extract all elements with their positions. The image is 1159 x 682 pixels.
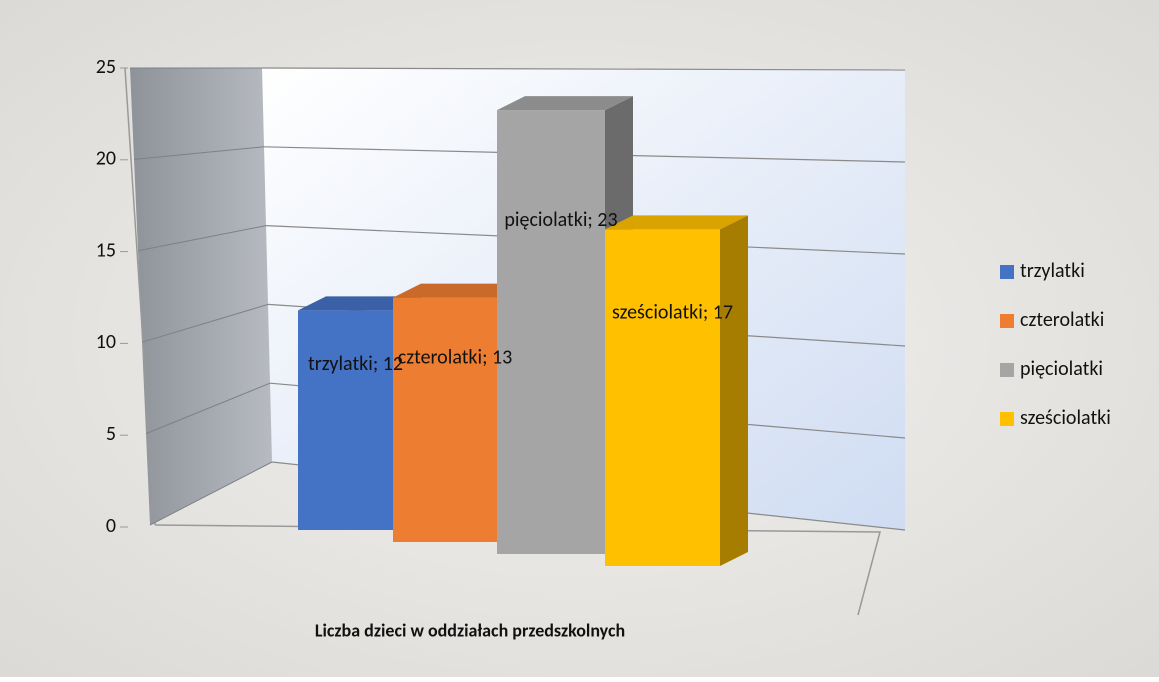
bar-side: [720, 215, 748, 566]
y-tick-label: 15: [96, 238, 116, 262]
bar: [393, 297, 497, 542]
legend-label: sześciolatki: [1020, 406, 1111, 430]
legend-label: czterolatki: [1020, 308, 1104, 332]
grid-line: [149, 461, 273, 526]
grid-line: [145, 382, 271, 435]
bar-top: [605, 215, 748, 230]
y-tick-label: 0: [106, 514, 116, 538]
y-tick-label: 10: [96, 330, 116, 354]
data-label: trzylatki; 12: [308, 352, 403, 376]
grid-line: [137, 225, 267, 252]
legend-swatch: [1000, 265, 1014, 279]
bar: [605, 229, 720, 566]
category-label: Liczba dzieci w oddziałach przedszkolnyc…: [315, 619, 625, 641]
legend-swatch: [1000, 314, 1014, 328]
legend-label: trzylatki: [1020, 259, 1085, 283]
bar-top: [298, 296, 421, 311]
data-label: pięciolatki; 23: [504, 208, 617, 232]
legend-label: pięciolatki: [1020, 357, 1103, 381]
y-tick-label: 20: [96, 147, 116, 171]
legend-swatch: [1000, 412, 1014, 426]
grid-line: [141, 303, 269, 343]
legend-swatch: [1000, 363, 1014, 377]
side-wall: [130, 68, 272, 525]
data-label: sześciolatki; 17: [612, 300, 733, 324]
y-tick-label: 5: [106, 422, 116, 446]
bar-top: [393, 283, 525, 298]
grid-line: [261, 67, 906, 71]
grid-line: [133, 146, 265, 160]
y-tick-label: 25: [96, 55, 116, 79]
bar: [497, 110, 605, 554]
bar-top: [497, 96, 633, 111]
y-axis: [124, 67, 156, 526]
data-label: czterolatki; 13: [398, 345, 513, 369]
bar: [298, 310, 393, 530]
